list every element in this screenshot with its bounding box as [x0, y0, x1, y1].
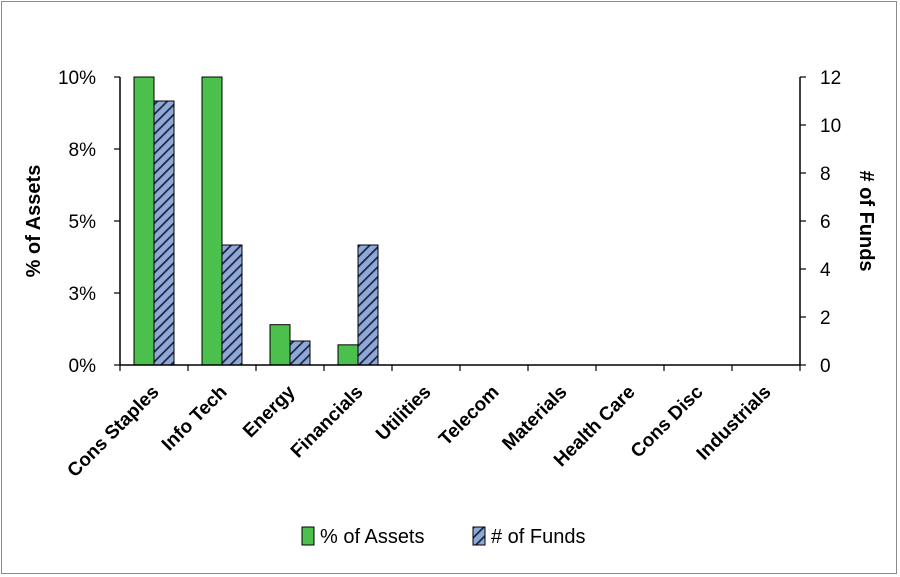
bar-assets — [269, 324, 291, 366]
y-ticks-right: 0 2 4 6 8 10 12 — [800, 68, 841, 377]
category-label: Info Tech — [158, 382, 232, 456]
y-tick-label-right: 10 — [820, 116, 841, 137]
legend-label-funds: # of Funds — [491, 526, 586, 548]
bar-assets — [201, 76, 223, 366]
bar-assets — [337, 344, 359, 366]
y-axis-title-right: # of Funds — [855, 170, 877, 271]
category-label: Materials — [498, 382, 571, 455]
legend-swatch-assets — [301, 526, 315, 546]
y-tick-label-right: 4 — [820, 260, 831, 281]
y-tick-label-left: 8% — [69, 140, 97, 161]
y-tick-label-left: 3% — [69, 284, 97, 305]
category-label: Utilities — [372, 382, 435, 445]
legend: % of Assets # of Funds — [301, 526, 586, 548]
y-tick-label-left: 10% — [58, 68, 96, 89]
y-axis-title-left: % of Assets — [23, 165, 45, 278]
y-tick-label-right: 6 — [820, 212, 831, 233]
category-label: Cons Staples — [64, 382, 164, 482]
bars — [133, 76, 379, 366]
y-tick-label-right: 12 — [820, 68, 841, 89]
y-tick-label-right: 0 — [820, 356, 831, 377]
bar-funds — [357, 244, 379, 366]
category-label: Telecom — [435, 382, 503, 450]
bar-funds — [153, 100, 175, 366]
bar-assets — [133, 76, 155, 366]
category-label: Energy — [239, 381, 300, 442]
y-tick-label-right: 2 — [820, 308, 831, 329]
legend-label-assets: % of Assets — [320, 526, 425, 548]
y-tick-label-right: 8 — [820, 164, 831, 185]
bar-funds — [289, 340, 311, 366]
category-label: Industrials — [693, 382, 776, 465]
y-ticks-left: 0% 3% 5% 8% 10% — [58, 68, 120, 377]
bar-funds — [221, 244, 243, 366]
legend-swatch-funds — [472, 526, 486, 546]
category-label: Financials — [287, 382, 368, 463]
y-tick-label-left: 0% — [69, 356, 97, 377]
y-tick-label-left: 5% — [69, 212, 97, 233]
